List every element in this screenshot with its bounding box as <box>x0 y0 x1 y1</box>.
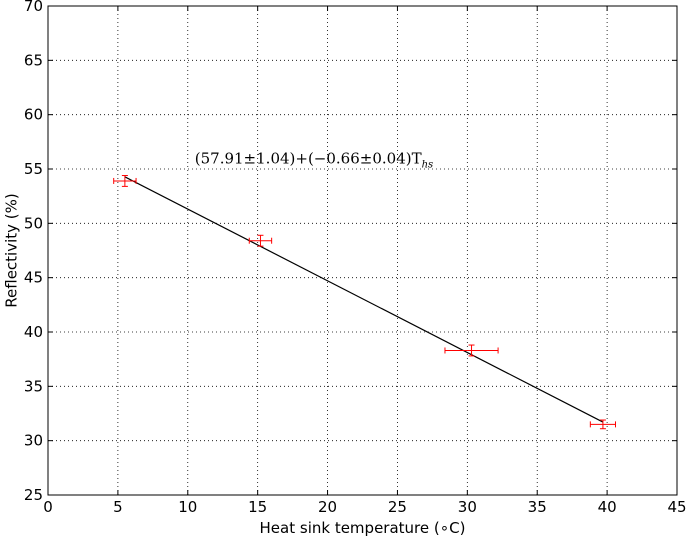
y-tick-label: 70 <box>24 0 43 15</box>
ticks-group: 0 5 10 15 20 25 30 35 40 45 25 30 35 40 45 50 55 60 65 70 <box>24 0 687 516</box>
data-point <box>248 234 273 247</box>
y-tick-label: 45 <box>24 269 43 287</box>
data-point <box>589 419 616 430</box>
x-tick-label: 40 <box>598 498 617 516</box>
x-tick-label: 0 <box>43 498 53 516</box>
plot-frame <box>47 5 678 496</box>
y-tick-label: 25 <box>24 486 43 504</box>
x-tick-label: 10 <box>178 498 197 516</box>
y-tick-label: 40 <box>24 323 43 341</box>
x-tick-label: 15 <box>248 498 267 516</box>
y-tick-label: 60 <box>24 106 43 124</box>
x-tick-label: 35 <box>528 498 547 516</box>
y-tick-label: 65 <box>24 51 43 69</box>
x-tick-label: 5 <box>113 498 123 516</box>
fit-equation-annotation: (57.91±1.04)+(−0.66±0.04)Ths <box>195 150 433 171</box>
fit-line-group <box>124 176 604 423</box>
fit-equation-text: (57.91±1.04)+(−0.66±0.04)T <box>195 150 422 168</box>
y-tick-label: 30 <box>24 432 43 450</box>
y-tick-label: 55 <box>24 160 43 178</box>
y-tick-label: 50 <box>24 214 43 232</box>
x-axis-label: Heat sink temperature (∘C) <box>260 519 466 537</box>
x-tick-label: 25 <box>388 498 407 516</box>
fit-line <box>124 176 604 423</box>
y-axis-label: Reflectivity (%) <box>3 193 21 307</box>
errorbars-group <box>113 175 616 430</box>
y-tick-label: 35 <box>24 377 43 395</box>
data-point <box>113 175 137 187</box>
x-tick-label: 30 <box>458 498 477 516</box>
data-point <box>444 344 499 357</box>
grid <box>47 5 678 496</box>
fit-equation-subscript: hs <box>422 160 434 171</box>
x-tick-label: 20 <box>318 498 337 516</box>
x-tick-label: 45 <box>667 498 686 516</box>
